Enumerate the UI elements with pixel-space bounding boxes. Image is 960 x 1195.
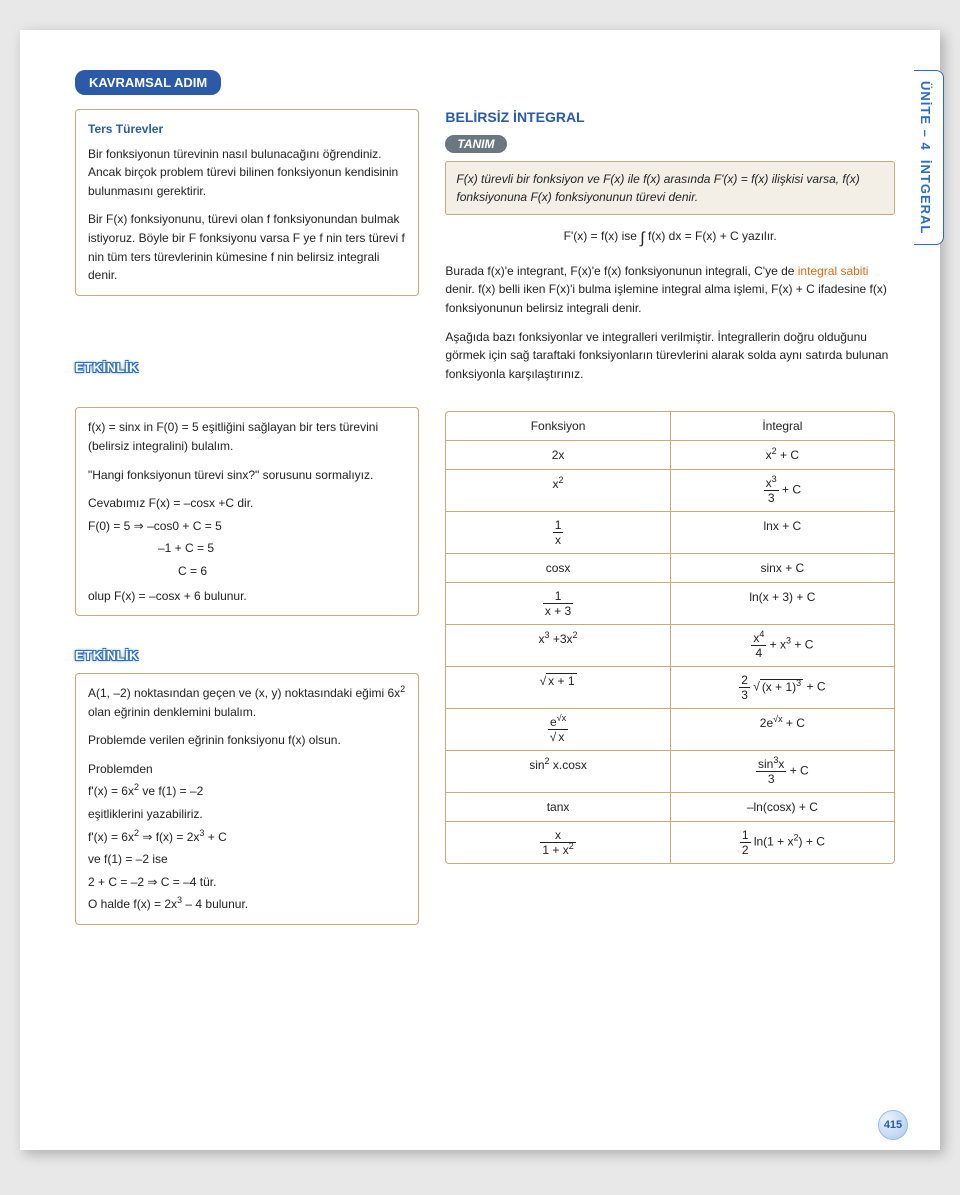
fn-cell: 2x [446, 441, 670, 469]
table-row: x3 +3x2 x44 + x3 + C [446, 624, 894, 666]
a2-l1: A(1, –2) noktasından geçen ve (x, y) nok… [88, 684, 406, 721]
side-tab-unit: ÜNİTE – 4 İNTGERAL [918, 81, 933, 234]
a2-l4: f'(x) = 6x2 ve f(1) = –2 [88, 782, 406, 801]
a1-l4: F(0) = 5 ⇒ –cos0 + C = 5 [88, 517, 406, 536]
int-cell: lnx + C [671, 512, 894, 553]
int-cell: –ln(cosx) + C [671, 793, 894, 821]
int-cell: ln(x + 3) + C [671, 583, 894, 624]
fn-cell: sin2 x.cosx [446, 751, 670, 792]
col-fonksiyon: Fonksiyon [446, 412, 670, 440]
a1-l5: –1 + C = 5 [88, 539, 406, 558]
table-row: tanx –ln(cosx) + C [446, 792, 894, 821]
table-header-row: Fonksiyon İntegral [446, 412, 894, 440]
bottom-columns: f(x) = sinx in F(0) = 5 eşitliğini sağla… [75, 407, 895, 939]
a2-l8: 2 + C = –2 ⇒ C = –4 tür. [88, 873, 406, 892]
a2-l7: ve f(1) = –2 ise [88, 850, 406, 869]
a2-l3: Problemden [88, 760, 406, 779]
a1-l7: olup F(x) = –cosx + 6 bulunur. [88, 587, 406, 606]
tanim-pill: TANIM [445, 135, 506, 153]
right-p2: Burada f(x)'e integrant, F(x)'e f(x) fon… [445, 262, 895, 318]
table-row: sin2 x.cosx sin3x3 + C [446, 750, 894, 792]
box1-p2: Bir F(x) fonksiyonunu, türevi olan f fon… [88, 210, 406, 284]
table-row: 1x lnx + C [446, 511, 894, 553]
fn-cell: cosx [446, 554, 670, 582]
int-cell: sin3x3 + C [671, 751, 894, 792]
right-p3: Aşağıda bazı fonksiyonlar ve integraller… [445, 328, 895, 384]
table-row: e√x√x 2e√x + C [446, 708, 894, 750]
page: ÜNİTE – 4 İNTGERAL KAVRAMSAL ADIM Ters T… [20, 30, 940, 1150]
int-cell: x33 + C [671, 470, 894, 511]
definition-box: F(x) türevli bir fonksiyon ve F(x) ile f… [445, 161, 895, 215]
int-cell: 2e√x + C [671, 709, 894, 750]
activity-box-1: f(x) = sinx in F(0) = 5 eşitliğini sağla… [75, 407, 419, 616]
table-row: 1x + 3 ln(x + 3) + C [446, 582, 894, 624]
etkinlik-label-2: ETKİNLİK [75, 648, 419, 663]
fn-cell: 1x [446, 512, 670, 553]
fn-cell: √x + 1 [446, 667, 670, 708]
int-cell: 23 √(x + 1)3 + C [671, 667, 894, 708]
integral-table: Fonksiyon İntegral 2x x2 + C x2 x33 + C … [445, 411, 895, 864]
bottom-right: Fonksiyon İntegral 2x x2 + C x2 x33 + C … [445, 407, 895, 939]
int-cell: sinx + C [671, 554, 894, 582]
table-row: cosx sinx + C [446, 553, 894, 582]
table-row: x2 x33 + C [446, 469, 894, 511]
top-columns: Ters Türevler Bir fonksiyonun türevinin … [75, 109, 895, 393]
unit-side-tab: ÜNİTE – 4 İNTGERAL [914, 70, 944, 245]
page-number: 415 [878, 1110, 908, 1140]
int-cell: 12 ln(1 + x2) + C [671, 822, 894, 863]
fn-cell: x3 +3x2 [446, 625, 670, 666]
table-row: 2x x2 + C [446, 440, 894, 469]
a1-l6: C = 6 [88, 562, 406, 581]
fn-cell: x2 [446, 470, 670, 511]
a2-l2: Problemde verilen eğrinin fonksiyonu f(x… [88, 731, 406, 750]
box1-p1: Bir fonksiyonun türevinin nasıl bulunaca… [88, 145, 406, 201]
fn-cell: e√x√x [446, 709, 670, 750]
integral-formula: F'(x) = f(x) ise ∫ f(x) dx = F(x) + C ya… [445, 227, 895, 252]
right-column: BELİRSİZ İNTEGRAL TANIM F(x) türevli bir… [445, 109, 895, 393]
fn-cell: 1x + 3 [446, 583, 670, 624]
a2-l9: O halde f(x) = 2x3 – 4 bulunur. [88, 895, 406, 914]
ters-turevler-box: Ters Türevler Bir fonksiyonun türevinin … [75, 109, 419, 296]
a1-l1: f(x) = sinx in F(0) = 5 eşitliğini sağla… [88, 418, 406, 455]
belirsiz-heading: BELİRSİZ İNTEGRAL [445, 109, 895, 125]
etkinlik-label-1: ETKİNLİK [75, 360, 419, 375]
int-cell: x2 + C [671, 441, 894, 469]
a1-l2: "Hangi fonksiyonun türevi sinx?" sorusun… [88, 466, 406, 485]
a1-l3: Cevabımız F(x) = –cosx +C dir. [88, 494, 406, 513]
int-cell: x44 + x3 + C [671, 625, 894, 666]
table-row: x1 + x2 12 ln(1 + x2) + C [446, 821, 894, 863]
fn-cell: tanx [446, 793, 670, 821]
col-integral: İntegral [671, 412, 894, 440]
table-row: √x + 1 23 √(x + 1)3 + C [446, 666, 894, 708]
fn-cell: x1 + x2 [446, 822, 670, 863]
bottom-left: f(x) = sinx in F(0) = 5 eşitliğini sağla… [75, 407, 419, 939]
header-bar: KAVRAMSAL ADIM [75, 70, 221, 95]
a2-l6: f'(x) = 6x2 ⇒ f(x) = 2x3 + C [88, 828, 406, 847]
left-column: Ters Türevler Bir fonksiyonun türevinin … [75, 109, 419, 393]
activity-box-2: A(1, –2) noktasından geçen ve (x, y) nok… [75, 673, 419, 925]
a2-l5: eşitliklerini yazabiliriz. [88, 805, 406, 824]
box1-title: Ters Türevler [88, 120, 406, 139]
